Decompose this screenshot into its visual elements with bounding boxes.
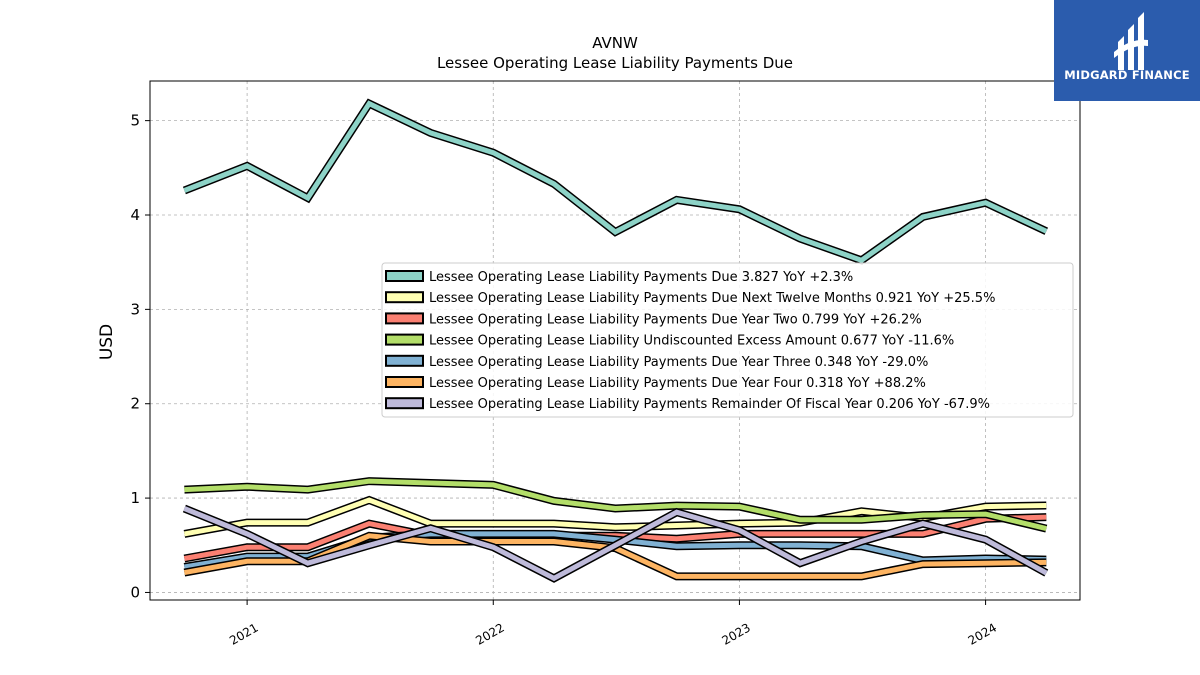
legend-swatch	[385, 312, 424, 325]
x-axis: 2021 2022 2023 2024	[227, 600, 999, 648]
legend-item: Lessee Operating Lease Liability Payment…	[385, 376, 926, 391]
x-tick-label: 2023	[719, 620, 752, 647]
series-1	[182, 98, 1049, 265]
legend-label: Lessee Operating Lease Liability Payment…	[429, 397, 990, 412]
legend-label: Lessee Operating Lease Liability Payment…	[429, 291, 995, 306]
legend-item: Lessee Operating Lease Liability Payment…	[385, 270, 853, 285]
series-line	[183, 100, 1048, 264]
y-tick-label: 2	[130, 395, 140, 413]
legend: Lessee Operating Lease Liability Payment…	[381, 262, 1074, 418]
series-line	[184, 478, 1047, 532]
legend-item: Lessee Operating Lease Liability Payment…	[385, 397, 990, 412]
y-axis: 0 1 2 3 4 5	[130, 112, 150, 601]
chart-subtitle: Lessee Operating Lease Liability Payment…	[437, 54, 793, 72]
legend-item: Lessee Operating Lease Liability Payment…	[385, 354, 928, 370]
legend-label: Lessee Operating Lease Liability Payment…	[429, 312, 922, 327]
legend-swatch	[385, 291, 424, 304]
chart-title: AVNW	[592, 34, 638, 52]
logo-mark-icon	[1114, 12, 1148, 70]
x-tick-label: 2024	[966, 620, 999, 647]
plot-frame	[149, 80, 1081, 601]
legend-label: Lessee Operating Lease Liability Undisco…	[429, 334, 954, 349]
legend-swatch	[385, 270, 424, 282]
series-layer	[182, 98, 1049, 583]
y-tick-label: 3	[130, 300, 140, 318]
legend-swatch	[385, 376, 424, 388]
x-tick-label: 2022	[473, 620, 506, 647]
x-tick-label: 2021	[227, 620, 260, 647]
legend-item: Lessee Operating Lease Liability Payment…	[385, 291, 995, 306]
legend-swatch	[385, 333, 424, 346]
legend-swatch	[385, 397, 424, 410]
legend-item: Lessee Operating Lease Liability Undisco…	[385, 333, 954, 349]
y-tick-label: 0	[130, 583, 140, 601]
series-line	[183, 506, 1048, 582]
legend-box	[381, 262, 1074, 418]
company-logo: MIDGARD FINANCE	[1054, 0, 1200, 101]
legend-label: Lessee Operating Lease Liability Payment…	[429, 355, 928, 370]
series-7	[182, 504, 1049, 583]
legend-swatch	[385, 354, 424, 367]
series-4	[184, 477, 1048, 533]
legend-label: Lessee Operating Lease Liability Payment…	[429, 270, 853, 285]
y-axis-label: USD	[97, 324, 117, 360]
y-tick-label: 4	[130, 206, 140, 224]
series-line-outline	[182, 98, 1049, 265]
logo-text: MIDGARD FINANCE	[1064, 68, 1190, 82]
legend-label: Lessee Operating Lease Liability Payment…	[429, 376, 926, 391]
y-tick-label: 1	[130, 489, 140, 507]
legend-item: Lessee Operating Lease Liability Payment…	[385, 312, 922, 327]
y-tick-label: 5	[130, 112, 140, 130]
